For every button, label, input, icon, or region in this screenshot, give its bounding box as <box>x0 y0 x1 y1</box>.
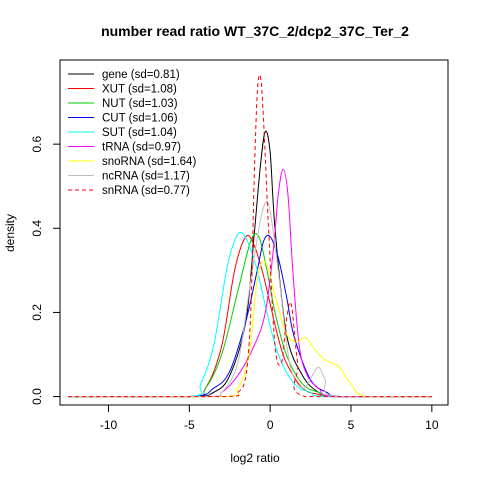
y-axis-label: density <box>3 214 17 252</box>
series-line-xut <box>68 234 432 398</box>
legend-label-cut: CUT (sd=1.06) <box>102 113 178 125</box>
legend-label-ncrna: ncRNA (sd=1.17) <box>102 171 190 183</box>
legend: gene (sd=0.81) XUT (sd=1.08) NUT (sd=1.03)… <box>68 69 196 197</box>
series-line-nut <box>68 232 432 398</box>
x-tick-label: 10 <box>425 418 439 432</box>
x-tick-label: 0 <box>267 418 274 432</box>
y-tick-label: 0.6 <box>30 135 44 152</box>
x-tick-label: 5 <box>348 418 355 432</box>
y-tick-label: 0.2 <box>30 304 44 321</box>
legend-label-snrna: snRNA (sd=0.77) <box>102 185 190 197</box>
y-axis: 0.0 0.2 0.4 0.6 <box>30 135 61 405</box>
series-layer <box>68 74 432 398</box>
legend-label-xut: XUT (sd=1.08) <box>102 84 177 96</box>
series-line-gene <box>68 130 432 398</box>
x-axis: -10 -5 0 5 10 <box>100 404 439 432</box>
series-line-cut <box>68 234 432 398</box>
series-line-snrna <box>68 74 432 398</box>
y-tick-label: 0.4 <box>30 220 44 237</box>
legend-label-sut: SUT (sd=1.04) <box>102 127 177 139</box>
series-line-snorna <box>68 260 432 398</box>
legend-label-trna: tRNA (sd=0.97) <box>102 142 181 154</box>
x-tick-label: -5 <box>184 418 195 432</box>
chart-title: number read ratio WT_37C_2/dcp2_37C_Ter_… <box>101 23 409 39</box>
series-line-ncrna <box>68 201 432 398</box>
y-tick-label: 0.0 <box>30 388 44 405</box>
legend-label-gene: gene (sd=0.81) <box>102 69 180 81</box>
series-line-sut <box>68 231 432 398</box>
legend-label-snorna: snoRNA (sd=1.64) <box>102 156 196 168</box>
x-axis-label: log2 ratio <box>230 451 280 465</box>
x-tick-label: -10 <box>100 418 118 432</box>
legend-label-nut: NUT (sd=1.03) <box>102 98 178 110</box>
series-line-trna <box>68 168 432 398</box>
